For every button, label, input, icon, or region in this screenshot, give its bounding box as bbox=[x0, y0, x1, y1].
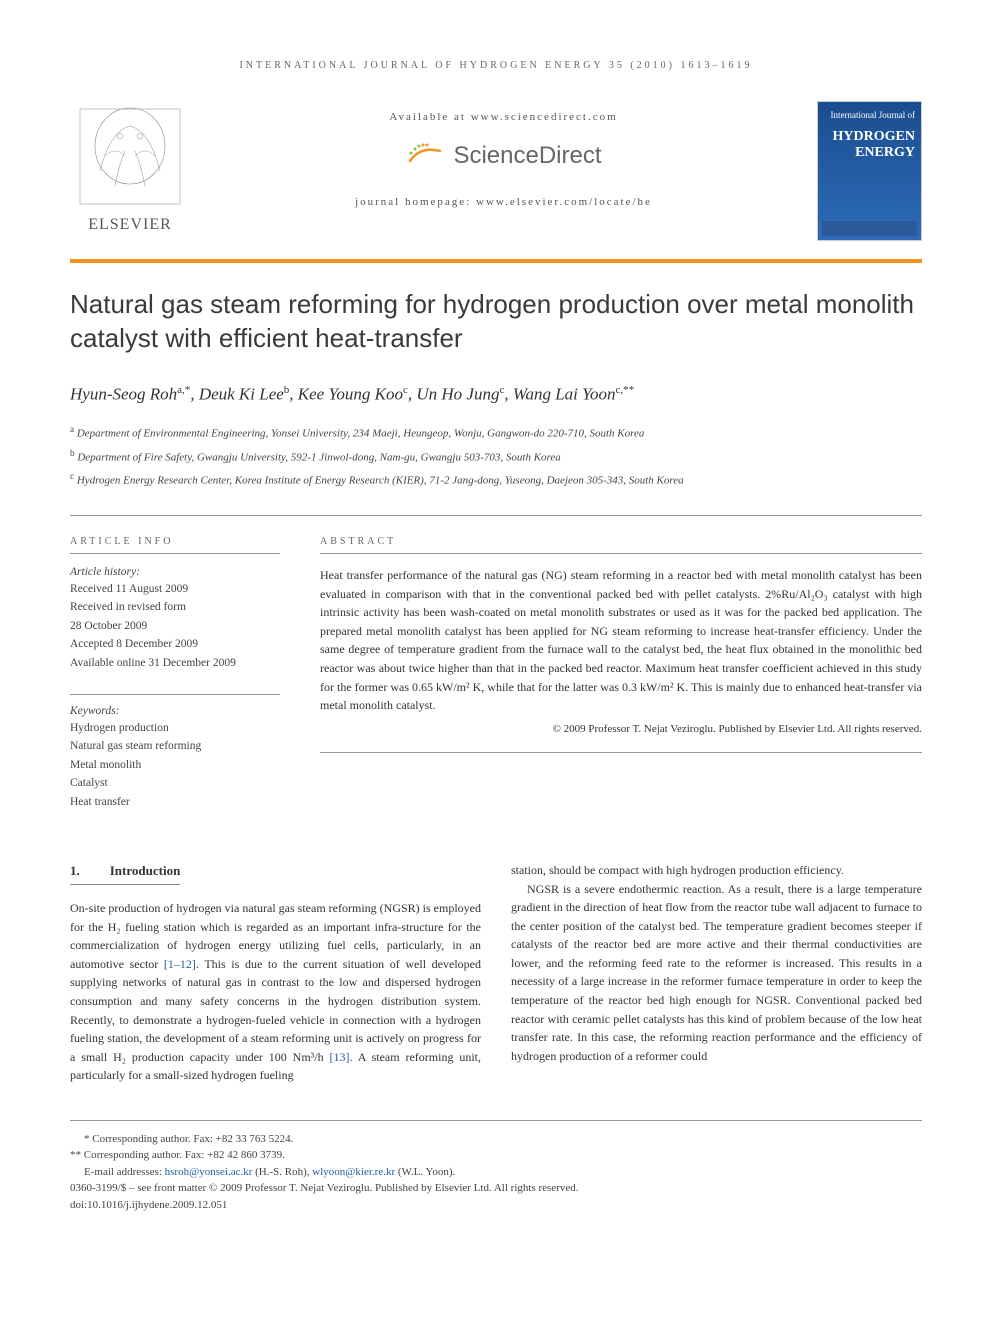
journal-homepage-text: journal homepage: www.elsevier.com/locat… bbox=[210, 196, 797, 208]
keyword-item: Heat transfer bbox=[70, 793, 280, 811]
svg-text:ELSEVIER: ELSEVIER bbox=[88, 216, 172, 233]
section-heading: 1. Introduction bbox=[70, 861, 180, 885]
affiliations-block: a Department of Environmental Engineerin… bbox=[70, 422, 922, 490]
abstract-text: Heat transfer performance of the natural… bbox=[320, 566, 922, 753]
journal-cover-thumbnail: International Journal of HYDROGEN ENERGY bbox=[817, 101, 922, 241]
keyword-item: Hydrogen production bbox=[70, 719, 280, 737]
masthead: ELSEVIER Available at www.sciencedirect.… bbox=[70, 101, 922, 263]
email-addresses-line: E-mail addresses: hsroh@yonsei.ac.kr (H.… bbox=[70, 1164, 922, 1181]
masthead-center: Available at www.sciencedirect.com Scien… bbox=[210, 101, 797, 208]
sciencedirect-icon bbox=[405, 141, 445, 171]
article-title: Natural gas steam reforming for hydrogen… bbox=[70, 288, 922, 356]
body-column-left: 1. Introduction On-site production of hyd… bbox=[70, 861, 481, 1085]
abstract-column: ABSTRACT Heat transfer performance of th… bbox=[320, 536, 922, 811]
corresponding-author-1: * Corresponding author. Fax: +82 33 763 … bbox=[70, 1131, 922, 1148]
corresponding-author-2: ** Corresponding author. Fax: +82 42 860… bbox=[70, 1147, 922, 1164]
cover-title-small: International Journal of bbox=[818, 102, 921, 129]
body-paragraph: On-site production of hydrogen via natur… bbox=[70, 899, 481, 1085]
info-abstract-row: ARTICLE INFO Article history: Received 1… bbox=[70, 515, 922, 811]
elsevier-logo: ELSEVIER bbox=[70, 101, 190, 241]
body-paragraph: station, should be compact with high hyd… bbox=[511, 861, 922, 880]
body-text-col1: On-site production of hydrogen via natur… bbox=[70, 901, 481, 1082]
email-link-2[interactable]: wlyoon@kier.re.kr bbox=[312, 1166, 395, 1178]
authors-list: Hyun-Seog Roha,*, Deuk Ki Leeb, Kee Youn… bbox=[70, 384, 922, 405]
affiliation-b: b Department of Fire Safety, Gwangju Uni… bbox=[70, 446, 922, 467]
history-accepted: Accepted 8 December 2009 bbox=[70, 635, 280, 653]
abstract-copyright: © 2009 Professor T. Nejat Veziroglu. Pub… bbox=[320, 721, 922, 738]
affiliation-a: a Department of Environmental Engineerin… bbox=[70, 422, 922, 443]
email-link-1[interactable]: hsroh@yonsei.ac.kr bbox=[165, 1166, 253, 1178]
body-two-columns: 1. Introduction On-site production of hyd… bbox=[70, 861, 922, 1085]
keyword-item: Catalyst bbox=[70, 774, 280, 792]
affiliation-c: c Hydrogen Energy Research Center, Korea… bbox=[70, 469, 922, 490]
keyword-item: Natural gas steam reforming bbox=[70, 737, 280, 755]
sciencedirect-logo[interactable]: ScienceDirect bbox=[405, 141, 601, 171]
keywords-label: Keywords: bbox=[70, 694, 280, 717]
keyword-item: Metal monolith bbox=[70, 756, 280, 774]
doi-line: doi:10.1016/j.ijhydene.2009.12.051 bbox=[70, 1197, 922, 1214]
body-column-right: station, should be compact with high hyd… bbox=[511, 861, 922, 1085]
abstract-heading: ABSTRACT bbox=[320, 536, 922, 554]
history-revised-2: 28 October 2009 bbox=[70, 617, 280, 635]
available-at-text: Available at www.sciencedirect.com bbox=[210, 111, 797, 123]
body-paragraph: NGSR is a severe endothermic reaction. A… bbox=[511, 880, 922, 1066]
footer-copyright-line: 0360-3199/$ – see front matter © 2009 Pr… bbox=[70, 1180, 922, 1197]
cover-title-large1: HYDROGEN bbox=[818, 129, 921, 145]
footer-notes: * Corresponding author. Fax: +82 33 763 … bbox=[70, 1120, 922, 1214]
history-label: Article history: bbox=[70, 566, 280, 578]
history-online: Available online 31 December 2009 bbox=[70, 654, 280, 672]
article-info-column: ARTICLE INFO Article history: Received 1… bbox=[70, 536, 280, 811]
cover-title-large2: ENERGY bbox=[818, 145, 921, 161]
article-info-heading: ARTICLE INFO bbox=[70, 536, 280, 554]
history-revised-1: Received in revised form bbox=[70, 598, 280, 616]
page-container: INTERNATIONAL JOURNAL OF HYDROGEN ENERGY… bbox=[0, 0, 992, 1253]
cover-footer-bar bbox=[822, 221, 917, 236]
running-header: INTERNATIONAL JOURNAL OF HYDROGEN ENERGY… bbox=[70, 60, 922, 71]
section-number: 1. bbox=[70, 863, 80, 878]
section-title: Introduction bbox=[110, 863, 181, 878]
history-received: Received 11 August 2009 bbox=[70, 580, 280, 598]
sciencedirect-text: ScienceDirect bbox=[453, 142, 601, 170]
